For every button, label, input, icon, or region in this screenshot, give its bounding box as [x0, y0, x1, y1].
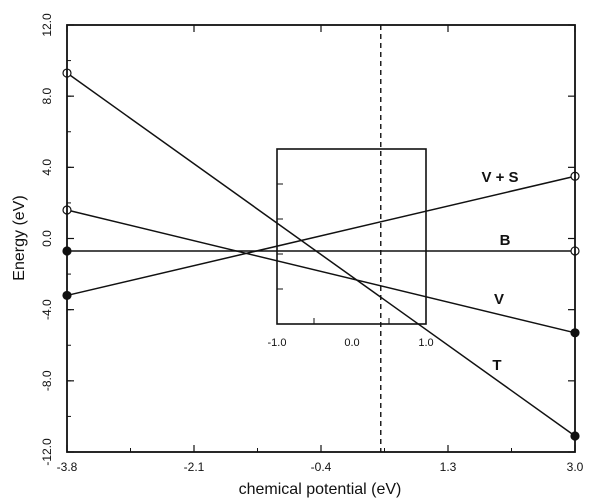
- y-tick-label: 12.0: [40, 13, 54, 37]
- series-lines: [66, 72, 576, 437]
- axes: -3.8 -2.1 -0.4 1.3 3.0 12.0 8.0 4.0 0.0 -4.0 -8.0 -…: [40, 13, 584, 474]
- y-tick-label: 4.0: [40, 159, 54, 176]
- y-tick-label: 0.0: [40, 230, 54, 247]
- series-line-vs: [66, 175, 576, 297]
- x-tick-label: -3.8: [57, 460, 78, 474]
- series-label: V + S: [481, 169, 518, 186]
- y-tick-label: -8.0: [40, 370, 54, 391]
- inset-x-tick-label: 1.0: [418, 337, 433, 349]
- series-line-v: [66, 209, 576, 334]
- y-tick-label: 8.0: [40, 88, 54, 105]
- x-tick-label: 1.3: [440, 460, 457, 474]
- y-tick-label: -4.0: [40, 299, 54, 320]
- y-tick-label: -12.0: [40, 438, 54, 466]
- series-label: V: [494, 291, 504, 308]
- inset-x-tick-label: -1.0: [268, 337, 287, 349]
- x-tick-label: -0.4: [311, 460, 332, 474]
- series-line-t: [66, 72, 576, 437]
- inset-box: [276, 148, 427, 325]
- y-axis-title: Energy (eV): [11, 195, 28, 280]
- x-tick-label: -2.1: [184, 460, 205, 474]
- series-label: B: [500, 232, 511, 249]
- inset-x-tick-label: 0.0: [344, 337, 359, 349]
- inset-box-group: -1.0 0.0 1.0: [268, 148, 434, 349]
- x-tick-label: 3.0: [567, 460, 584, 474]
- series-labels: T V + S B V: [481, 169, 518, 374]
- x-axis-title: chemical potential (eV): [239, 481, 402, 498]
- series-label: T: [492, 357, 501, 374]
